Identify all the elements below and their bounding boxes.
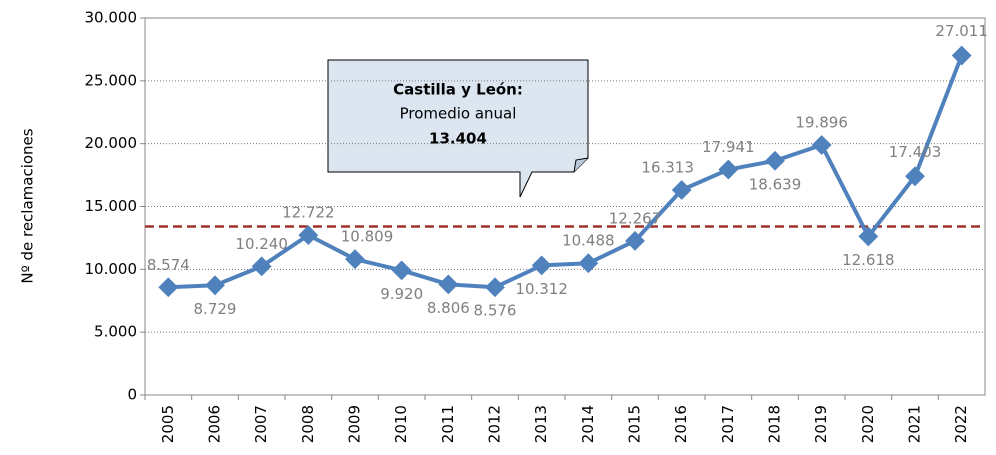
x-tick-label: 2010 [392,405,410,443]
callout-title: Castilla y León: [393,81,523,99]
y-axis-label: Nº de reclamaciones [19,128,37,283]
x-tick-label: 2008 [299,405,317,443]
y-tick-label: 20.000 [85,134,138,152]
data-point [251,256,272,277]
value-label: 16.313 [641,158,694,176]
value-label: 12.618 [842,251,895,269]
value-label: 10.488 [562,232,615,250]
value-label: 10.312 [515,280,568,298]
x-tick-label: 2011 [439,405,457,443]
data-point [811,135,832,155]
x-tick-label: 2006 [206,405,224,443]
value-label: 10.240 [235,235,288,253]
x-tick-label: 2020 [859,405,877,443]
x-tick-label: 2013 [532,405,550,443]
data-point [485,277,505,298]
x-tick-label: 2016 [672,405,690,443]
data-point [298,225,319,246]
value-label: 27.011 [935,22,988,40]
y-tick-label: 5.000 [94,323,137,341]
callout-text: Promedio anual [400,105,517,123]
x-tick-label: 2017 [719,405,737,443]
data-point [951,45,972,66]
y-tick-label: 0 [127,386,137,404]
callout-value: 13.404 [429,130,487,148]
x-tick-label: 2022 [952,405,970,443]
x-tick-label: 2005 [159,405,177,443]
x-tick-label: 2015 [626,405,644,443]
x-tick-label: 2009 [346,405,364,443]
data-point [438,274,459,295]
value-label: 9.920 [380,285,423,303]
data-point [531,255,552,276]
data-point [205,275,225,296]
value-label: 18.639 [749,175,802,193]
value-label: 8.576 [474,302,517,320]
callout: Castilla y León: Promedio anual 13.404 [327,59,589,198]
data-point [718,159,739,180]
value-label: 17.403 [889,143,942,161]
value-label: 19.896 [795,113,848,131]
data-point [391,260,412,281]
x-tick-label: 2019 [812,405,830,443]
x-tick-label: 2021 [906,405,924,443]
callout-fold [573,157,589,173]
x-tick-label: 2014 [579,405,597,443]
x-tick-label: 2012 [486,405,504,443]
y-tick-label: 25.000 [85,71,138,89]
data-point [765,150,785,171]
x-tick-label: 2018 [766,405,784,443]
value-label: 8.806 [427,299,470,317]
y-tick-label: 10.000 [85,260,138,278]
y-tick-label: 30.000 [85,9,138,27]
value-label: 12.267 [609,209,662,227]
y-tick-label: 15.000 [85,197,138,215]
value-label: 10.809 [341,228,394,246]
data-point [158,277,179,298]
data-line [168,54,964,290]
value-label: 12.722 [282,204,335,222]
value-label: 8.574 [147,256,190,274]
value-label: 8.729 [194,300,237,318]
data-point [345,249,365,270]
data-point [578,253,599,274]
value-label: 17.941 [702,138,755,156]
x-tick-label: 2007 [252,405,270,443]
callout-box [327,59,589,198]
